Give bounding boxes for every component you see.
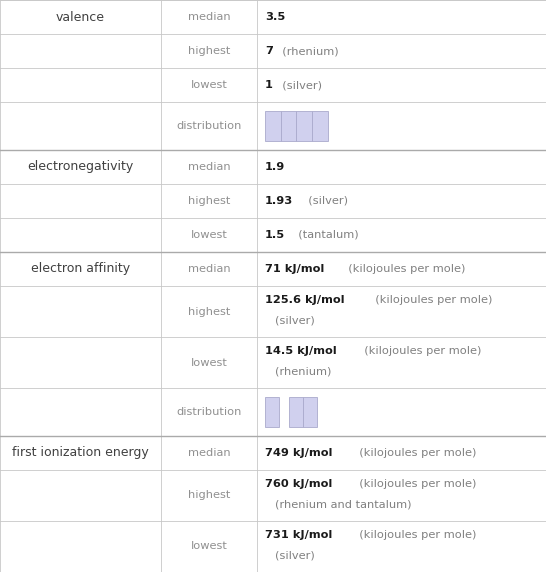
Text: 7: 7 [265,46,272,56]
Text: 1.9: 1.9 [265,162,285,172]
Text: (silver): (silver) [275,316,314,325]
Text: (kilojoules per mole): (kilojoules per mole) [352,448,476,458]
Text: electronegativity: electronegativity [27,160,134,173]
Text: 14.5 kJ/mol: 14.5 kJ/mol [265,347,336,356]
Text: (kilojoules per mole): (kilojoules per mole) [352,530,476,540]
Text: median: median [187,448,230,458]
Text: 1.5: 1.5 [265,230,285,240]
Text: (silver): (silver) [275,80,322,90]
Text: (kilojoules per mole): (kilojoules per mole) [352,479,476,489]
Text: highest: highest [188,196,230,206]
Text: median: median [187,162,230,172]
Text: 731 kJ/mol: 731 kJ/mol [265,530,332,540]
Text: highest: highest [188,490,230,500]
Text: (silver): (silver) [275,551,314,561]
Text: (kilojoules per mole): (kilojoules per mole) [341,264,466,274]
Bar [289,397,303,427]
Text: 1: 1 [265,80,272,90]
Text: (tantalum): (tantalum) [291,230,358,240]
Text: distribution: distribution [176,407,241,417]
Text: 1.93: 1.93 [265,196,293,206]
Text: lowest: lowest [191,542,227,551]
Text: median: median [187,12,230,22]
Text: 3.5: 3.5 [265,12,285,22]
Text: lowest: lowest [191,230,227,240]
Text: (kilojoules per mole): (kilojoules per mole) [358,347,482,356]
Bar [265,397,279,427]
Text: 71 kJ/mol: 71 kJ/mol [265,264,324,274]
Text: highest: highest [188,46,230,56]
Text: valence: valence [56,10,105,23]
Text: (rhenium and tantalum): (rhenium and tantalum) [275,499,411,510]
Text: 760 kJ/mol: 760 kJ/mol [265,479,332,489]
Text: (kilojoules per mole): (kilojoules per mole) [367,295,492,305]
Text: median: median [187,264,230,274]
Bar [281,111,296,141]
Bar [296,111,312,141]
Text: (rhenium): (rhenium) [275,46,339,56]
Text: first ionization energy: first ionization energy [12,446,149,459]
Bar [265,111,281,141]
Text: (silver): (silver) [301,196,348,206]
Text: electron affinity: electron affinity [31,263,130,276]
Text: lowest: lowest [191,358,227,368]
Text: 749 kJ/mol: 749 kJ/mol [265,448,333,458]
Text: (rhenium): (rhenium) [275,367,331,377]
Text: 125.6 kJ/mol: 125.6 kJ/mol [265,295,345,305]
Bar [303,397,317,427]
Text: lowest: lowest [191,80,227,90]
Text: highest: highest [188,307,230,316]
Bar [312,111,328,141]
Text: distribution: distribution [176,121,241,131]
